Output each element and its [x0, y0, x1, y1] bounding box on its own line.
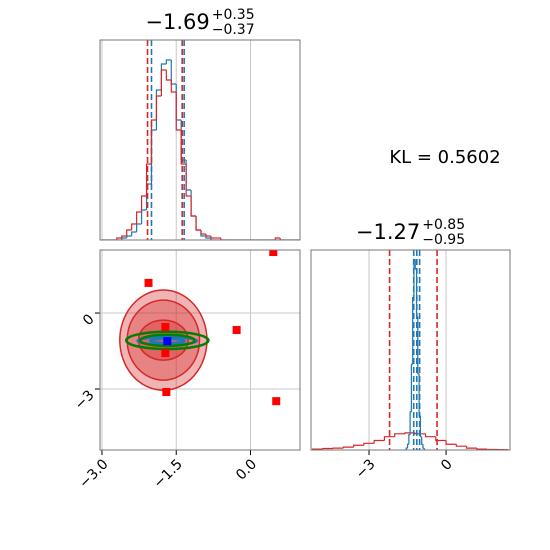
histogram-step: [279, 238, 286, 240]
contour-level: [138, 333, 196, 348]
panel-frame: [99, 39, 301, 241]
histogram-step: [410, 363, 413, 412]
histogram-step: [373, 439, 385, 444]
histogram-step: [140, 195, 147, 212]
histogram-step: [160, 69, 167, 96]
histogram-step: [205, 236, 211, 239]
histogram-step: [414, 432, 426, 435]
histogram-step: [200, 230, 206, 237]
histogram-step: [126, 229, 132, 236]
title-upper: +0.35: [212, 7, 255, 23]
histogram-step: [165, 70, 172, 81]
histogram-step: [424, 433, 436, 438]
title-upper: +0.85: [422, 217, 465, 233]
point: [232, 326, 241, 334]
histogram-step: [435, 436, 447, 442]
histogram-step: [131, 223, 137, 230]
x-tick-label: 0.0: [233, 456, 260, 483]
point: [272, 397, 281, 406]
histogram-step: [353, 444, 364, 448]
plot-area: [311, 250, 509, 450]
histogram-step: [140, 209, 147, 224]
histogram-step: [455, 444, 467, 447]
histogram-step: [195, 216, 201, 231]
histogram-step: [445, 440, 457, 445]
histogram-step: [423, 448, 426, 450]
panel-frame: [99, 249, 301, 451]
panel: −3 0 −1.27 +0.85−0.95: [310, 217, 511, 482]
histogram-step: [165, 59, 172, 64]
histogram-step: [363, 442, 375, 446]
histogram-step: [126, 235, 132, 238]
histogram-step: [131, 231, 137, 236]
histogram-step: [170, 80, 177, 93]
histogram-step: [406, 443, 409, 449]
title-value: −1.27: [356, 220, 420, 244]
point: [161, 322, 170, 331]
plot-area: [100, 250, 300, 450]
histogram-step: [175, 92, 182, 131]
x-tick-label: −3.0: [76, 456, 111, 491]
histogram-step: [274, 237, 281, 240]
histogram-step: [394, 433, 405, 437]
histogram-step: [150, 119, 157, 164]
panel: −1.69 +0.35−0.37: [99, 7, 301, 241]
histogram-step: [404, 432, 416, 434]
histogram-step: [200, 230, 206, 235]
title-value: −1.69: [145, 10, 209, 34]
point: [161, 349, 170, 358]
histogram-step: [210, 236, 216, 239]
panel: −3.0 −1.5 0.0 −3 0: [72, 249, 301, 492]
histogram-step: [145, 163, 152, 196]
title-lower: −0.37: [212, 22, 255, 38]
x-tick-label: 0: [438, 456, 456, 474]
point: [144, 278, 153, 287]
histogram-step: [185, 160, 192, 191]
plot-area: [101, 40, 300, 240]
histogram-step: [342, 446, 354, 449]
x-tick-label: −3: [353, 456, 379, 482]
histogram-step: [422, 444, 425, 449]
x-tick-label: −1.5: [151, 456, 186, 491]
histogram-step: [205, 234, 211, 237]
histogram-step: [121, 235, 127, 238]
histogram-step: [116, 237, 122, 240]
histogram-step: [210, 238, 216, 240]
point: [162, 388, 171, 397]
histogram-step: [466, 446, 477, 449]
histogram-step: [155, 95, 162, 120]
histogram-step: [190, 190, 197, 217]
histogram-step: [136, 223, 142, 232]
point: [163, 337, 172, 346]
y-tick-label: −3: [72, 387, 98, 413]
histogram-step: [195, 216, 201, 231]
histogram-step: [190, 196, 197, 217]
histogram-step: [170, 60, 177, 85]
histogram-step: [175, 84, 182, 121]
y-tick-label: 0: [80, 311, 98, 329]
histogram-step: [136, 211, 142, 224]
histogram-step: [408, 434, 411, 445]
histogram-step: [322, 447, 334, 450]
kl-annotation: KL = 0.5602: [389, 147, 500, 168]
histogram-step: [476, 448, 488, 450]
histogram-step: [421, 436, 423, 445]
histogram-step: [409, 411, 412, 435]
contour-level: [124, 330, 210, 351]
histogram-step: [185, 164, 192, 197]
panel-frame: [310, 249, 511, 451]
histogram-step: [160, 63, 167, 90]
title-lower: −0.95: [422, 232, 465, 248]
histogram-step: [180, 130, 187, 165]
histogram-step: [220, 238, 226, 240]
histogram-step: [383, 436, 395, 441]
point: [269, 250, 278, 257]
